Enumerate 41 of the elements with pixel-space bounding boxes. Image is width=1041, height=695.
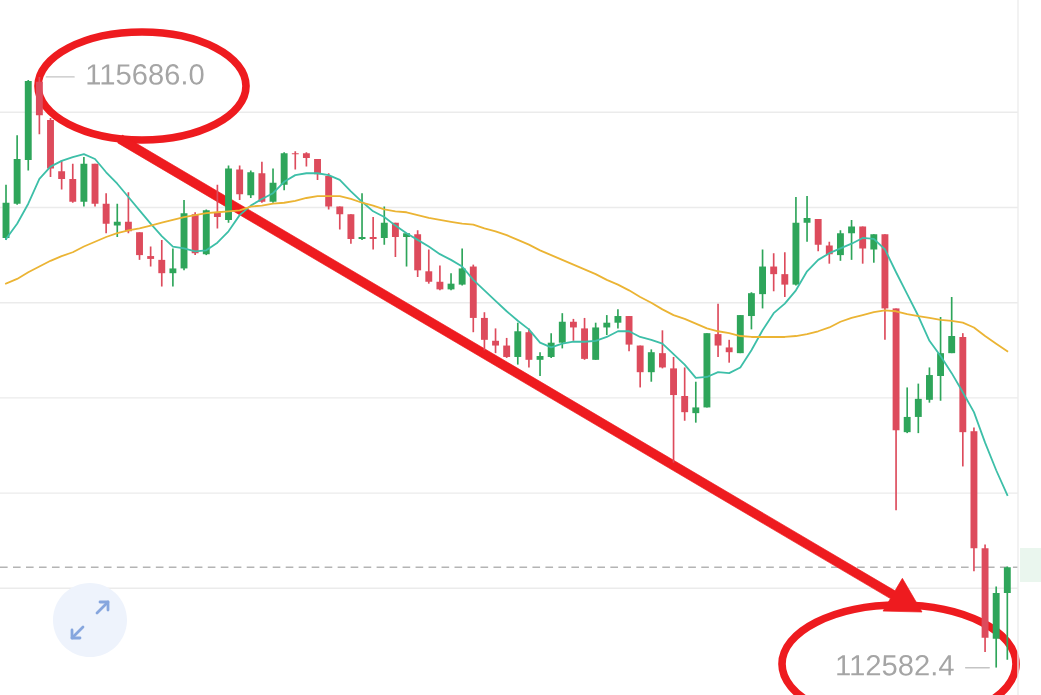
candlestick bbox=[436, 264, 444, 292]
candlestick bbox=[937, 316, 945, 402]
candlestick bbox=[247, 169, 255, 199]
candlestick bbox=[558, 312, 566, 350]
candlestick bbox=[614, 308, 622, 330]
candlestick bbox=[803, 195, 811, 243]
candlestick bbox=[714, 302, 722, 358]
candlestick bbox=[914, 382, 922, 434]
candlestick bbox=[747, 291, 755, 331]
candlestick bbox=[569, 318, 577, 342]
candlestick bbox=[770, 252, 778, 293]
candlestick bbox=[425, 248, 433, 285]
candlestick bbox=[480, 311, 488, 352]
candlestick bbox=[503, 337, 511, 359]
candlestick bbox=[169, 247, 177, 288]
candlestick bbox=[536, 351, 544, 377]
candlestick bbox=[380, 205, 388, 246]
candlestick bbox=[848, 219, 856, 261]
candlestick bbox=[358, 192, 366, 241]
candlestick bbox=[102, 192, 110, 235]
candlestick bbox=[692, 380, 700, 424]
annotation: 115686.0 bbox=[87, 64, 204, 85]
candlestick bbox=[781, 251, 789, 298]
candlestick bbox=[369, 216, 377, 251]
candlestick bbox=[647, 348, 655, 383]
candlestick bbox=[836, 229, 844, 262]
candlestick bbox=[725, 338, 733, 364]
candlestick bbox=[158, 239, 166, 288]
candlestick bbox=[681, 366, 689, 422]
candlestick bbox=[948, 296, 956, 354]
annotation: 112582.4 bbox=[837, 654, 954, 676]
candlestick bbox=[113, 202, 121, 238]
candlestick bbox=[136, 231, 143, 261]
candlestick bbox=[903, 386, 911, 434]
candlestick bbox=[69, 162, 77, 204]
candlestick bbox=[291, 150, 299, 171]
candlestick bbox=[458, 247, 466, 287]
candlestick bbox=[58, 159, 66, 191]
candlestick bbox=[658, 329, 666, 370]
candlestick bbox=[147, 245, 155, 268]
candlestick bbox=[492, 327, 499, 354]
